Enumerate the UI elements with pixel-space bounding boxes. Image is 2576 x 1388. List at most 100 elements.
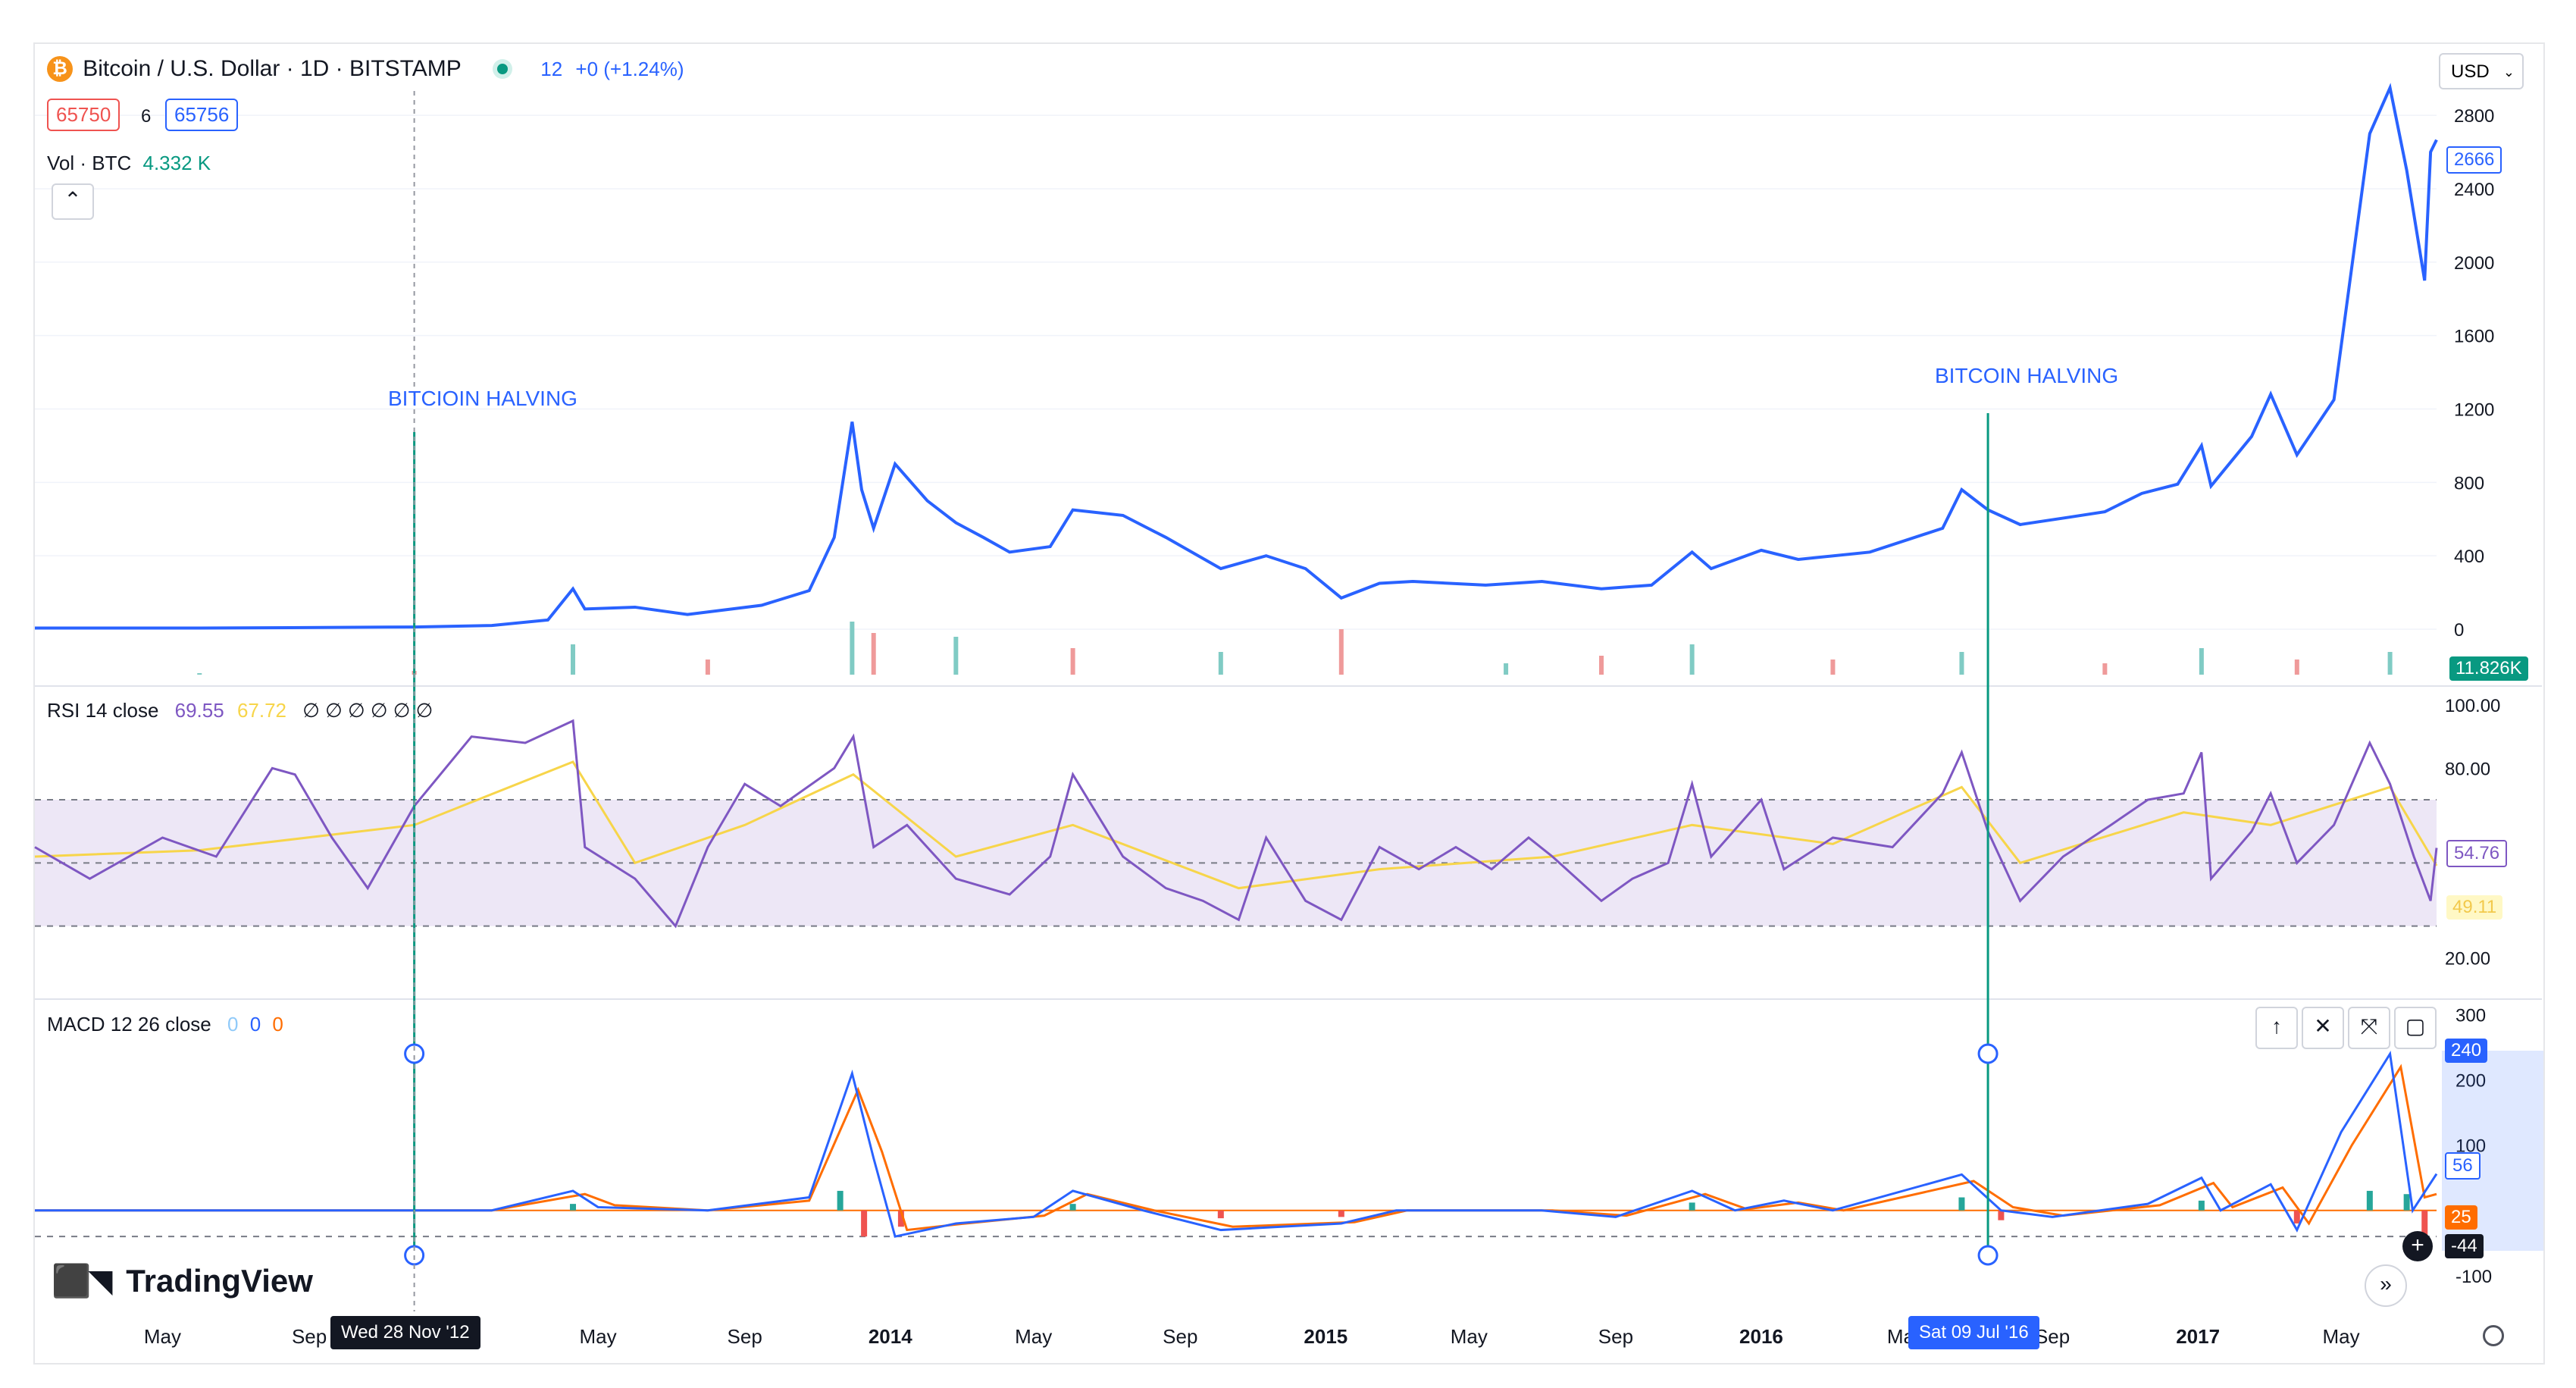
add-plus-icon[interactable]: + [2402, 1231, 2433, 1261]
arrow-up-icon: ↑ [2271, 1014, 2282, 1038]
macd-y-tick: -100 [2455, 1267, 2492, 1287]
tradingview-logo[interactable]: ⬛◥ TradingView [52, 1262, 313, 1300]
bid-price-button[interactable]: 65750 [47, 99, 121, 131]
volume-badge: 11.826K [2449, 656, 2528, 681]
rsi-y-tick: 100.00 [2445, 696, 2500, 716]
volume-bar [1504, 663, 1509, 675]
rsi-y-tick: 80.00 [2445, 759, 2490, 779]
price-y-tick: 1600 [2454, 327, 2494, 347]
symbol-header[interactable]: ₿ Bitcoin / U.S. Dollar · 1D · BITSTAMP … [47, 56, 684, 83]
price-y-tick: 2000 [2454, 253, 2494, 274]
price-y-tick: 2800 [2454, 106, 2494, 127]
halving-label-2012[interactable]: BITCIOIN HALVING [388, 387, 577, 410]
crosshair-date-right: Sat 09 Jul '16 [1908, 1316, 2039, 1349]
volume-bar [2294, 660, 2299, 675]
price-line [35, 83, 2438, 630]
collapse-pane-button[interactable]: ⤧ [2348, 1007, 2390, 1049]
ask-price-button[interactable]: 65756 [165, 99, 239, 131]
spread-value: 6 [141, 106, 152, 127]
volume-legend: Vol · BTC 4.332 K [47, 152, 211, 175]
x-axis-tick: 2014 [869, 1325, 912, 1348]
rsi-y-tick: 20.00 [2445, 948, 2490, 969]
macd-line [35, 1050, 2438, 1238]
macd-badge-neg: -44 [2445, 1234, 2484, 1258]
macd-histogram-bar [1338, 1210, 1344, 1217]
x-axis-tick: Sep [1598, 1325, 1633, 1348]
rsi-legend[interactable]: RSI 14 close 69.55 67.72 ∅ ∅ ∅ ∅ ∅ ∅ [47, 699, 433, 722]
price-y-tick: 1200 [2454, 399, 2494, 420]
move-pane-up-button[interactable]: ↑ [2255, 1007, 2298, 1049]
volume-bar [953, 637, 959, 675]
chevron-up-icon: ⌃ [64, 188, 82, 211]
price-badge: 2666 [2446, 146, 2502, 174]
macd-histogram-bar [2403, 1194, 2410, 1211]
macd-histogram-bar [2366, 1190, 2373, 1211]
symbol-title: Bitcoin / U.S. Dollar · 1D · BITSTAMP [83, 56, 462, 82]
close-icon: ✕ [2314, 1014, 2332, 1038]
rsi-value-b: 67.72 [236, 699, 287, 722]
rsi-line [34, 719, 2438, 929]
market-status-icon [497, 64, 509, 75]
macd-histogram-bar [2198, 1200, 2205, 1211]
currency-select[interactable]: USD ⌄ [2439, 53, 2524, 89]
volume-bar [570, 644, 575, 675]
collapse-legend-button[interactable]: ⌃ [52, 183, 94, 220]
macd-histogram-bar [861, 1210, 868, 1237]
macd-histogram-bar [569, 1204, 576, 1211]
delete-pane-button[interactable]: ✕ [2302, 1007, 2344, 1049]
x-axis-tick: May [579, 1325, 616, 1348]
macd-y-tick: 300 [2455, 1006, 2486, 1026]
bitcoin-logo-icon: ₿ [47, 56, 73, 83]
volume-bar [197, 673, 202, 675]
macd-histogram-bar [1998, 1210, 2005, 1220]
macd-histogram-bar [1069, 1204, 1076, 1211]
maximize-icon: ▢ [2405, 1014, 2426, 1038]
logo-text: TradingView [126, 1263, 313, 1299]
scroll-to-realtime-button[interactable]: » [2365, 1264, 2407, 1307]
macd-value-1: 0 [227, 1013, 239, 1036]
volume-bar [850, 622, 855, 675]
macd-histogram-bar [1689, 1202, 1695, 1211]
rsi-ma-line [34, 760, 2438, 890]
macd-histogram-bar [837, 1190, 844, 1211]
x-axis-tick: May [144, 1325, 181, 1348]
volume-label: Vol · BTC [47, 152, 132, 174]
maximize-pane-button[interactable]: ▢ [2394, 1007, 2437, 1049]
live-value: 12 [540, 57, 563, 80]
macd-title: MACD 12 26 close [47, 1013, 211, 1036]
volume-value: 4.332 K [142, 152, 211, 174]
rsi-badge-a: 54.76 [2446, 840, 2508, 867]
volume-bar [871, 633, 876, 675]
volume-bar [2199, 648, 2204, 675]
macd-legend[interactable]: MACD 12 26 close 0 0 0 [47, 1013, 283, 1036]
volume-bar [1830, 660, 1836, 675]
x-axis-tick: Sep [1163, 1325, 1197, 1348]
double-chevron-right-icon: » [2380, 1272, 2392, 1296]
x-axis-tick: 2015 [1304, 1325, 1347, 1348]
rsi-title: RSI 14 close [47, 699, 159, 722]
macd-badge-low: 25 [2445, 1205, 2477, 1230]
macd-histogram-bar [2293, 1210, 2300, 1224]
macd-y-tick: 200 [2455, 1071, 2486, 1092]
macd-histogram-bar [1217, 1210, 1224, 1219]
collapse-icon: ⤧ [2360, 1014, 2378, 1038]
macd-histogram-bar [1958, 1197, 1965, 1211]
macd-histogram-bar [2421, 1210, 2428, 1239]
crosshair-date-left: Wed 28 Nov '12 [330, 1316, 480, 1349]
rsi-placeholders: ∅ ∅ ∅ ∅ ∅ ∅ [302, 699, 434, 722]
macd-value-3: 0 [272, 1013, 283, 1036]
macd-signal-line [35, 1064, 2437, 1232]
currency-value: USD [2451, 61, 2490, 82]
halving-handle [404, 1043, 425, 1064]
halving-label-2016[interactable]: BITCOIN HALVING [1935, 364, 2119, 387]
price-y-tick: 400 [2454, 547, 2484, 567]
volume-bar [1959, 652, 1964, 675]
price-y-tick: 2400 [2454, 180, 2494, 200]
price-change: +0 (+1.24%) [575, 57, 684, 80]
macd-histogram-bar [897, 1210, 904, 1227]
halving-handle [1977, 1043, 1999, 1064]
x-axis-tick: May [1451, 1325, 1488, 1348]
x-axis-tick: Sep [292, 1325, 327, 1348]
settings-gear-icon[interactable] [2483, 1325, 2504, 1346]
